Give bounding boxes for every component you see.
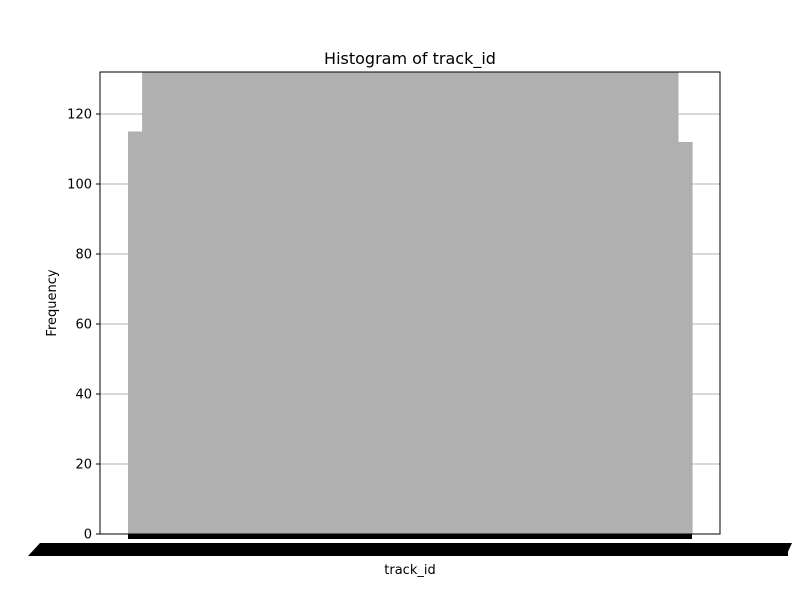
histogram-bar <box>480 72 496 534</box>
histogram-bar <box>283 72 298 534</box>
y-tick-label: 60 <box>75 318 92 333</box>
histogram-bar <box>395 72 411 534</box>
x-tick-marks <box>128 534 692 539</box>
histogram-bar <box>508 72 524 534</box>
histogram-bar <box>198 72 214 534</box>
histogram-bar <box>128 131 143 534</box>
histogram-bar <box>269 72 284 534</box>
chart-title: Histogram of track_id <box>324 49 496 69</box>
histogram-bar <box>240 72 256 534</box>
y-axis-ticks: 0 20 40 60 80 100 120 <box>67 108 100 543</box>
histogram-bar <box>297 72 312 534</box>
y-tick-label: 100 <box>67 178 92 193</box>
histogram-bar <box>226 72 242 534</box>
histogram-bar <box>254 72 270 534</box>
histogram-bar <box>677 142 693 534</box>
y-tick-label: 0 <box>84 528 92 543</box>
histogram-bar <box>494 72 510 534</box>
histogram-bar <box>579 72 594 534</box>
histogram-bar <box>621 72 637 534</box>
histogram-bar <box>339 72 355 534</box>
x-tick-label-band-right-edge <box>786 543 792 556</box>
histogram-bar <box>565 72 580 534</box>
histogram-bar <box>438 72 453 534</box>
histogram-bar <box>522 72 538 534</box>
histogram-bar <box>142 72 157 534</box>
histogram-bar <box>156 72 171 534</box>
histogram-bar <box>466 72 482 534</box>
histogram-bar <box>551 72 566 534</box>
x-tick-label-band-left-edge <box>28 543 40 556</box>
x-tick-labels <box>28 534 792 556</box>
histogram-bar <box>593 72 608 534</box>
y-tick-label: 80 <box>75 248 92 263</box>
x-tick-label-band-core <box>40 543 788 556</box>
histogram-bar <box>325 72 341 534</box>
histogram-bar <box>184 72 200 534</box>
y-tick-label: 120 <box>67 108 92 123</box>
y-tick-label: 40 <box>75 388 92 403</box>
histogram-bar <box>649 72 665 534</box>
histogram-bar <box>635 72 651 534</box>
histogram-bar <box>170 72 185 534</box>
x-tick-label-band <box>28 543 792 556</box>
histogram-bar <box>410 72 425 534</box>
histogram-bar <box>381 72 397 534</box>
x-axis-label: track_id <box>384 563 435 578</box>
bars <box>128 72 693 534</box>
y-axis-label: Frequency <box>45 269 60 336</box>
histogram-bar <box>424 72 439 534</box>
histogram-bar <box>607 72 623 534</box>
histogram-bar <box>663 72 679 534</box>
y-tick-label: 20 <box>75 458 92 473</box>
plot-frame <box>99 71 721 535</box>
histogram-bar <box>367 72 383 534</box>
histogram-bar <box>353 72 369 534</box>
histogram-bar <box>212 72 228 534</box>
histogram-bar <box>311 72 326 534</box>
histogram-bar <box>536 72 552 534</box>
histogram-bar <box>452 72 467 534</box>
